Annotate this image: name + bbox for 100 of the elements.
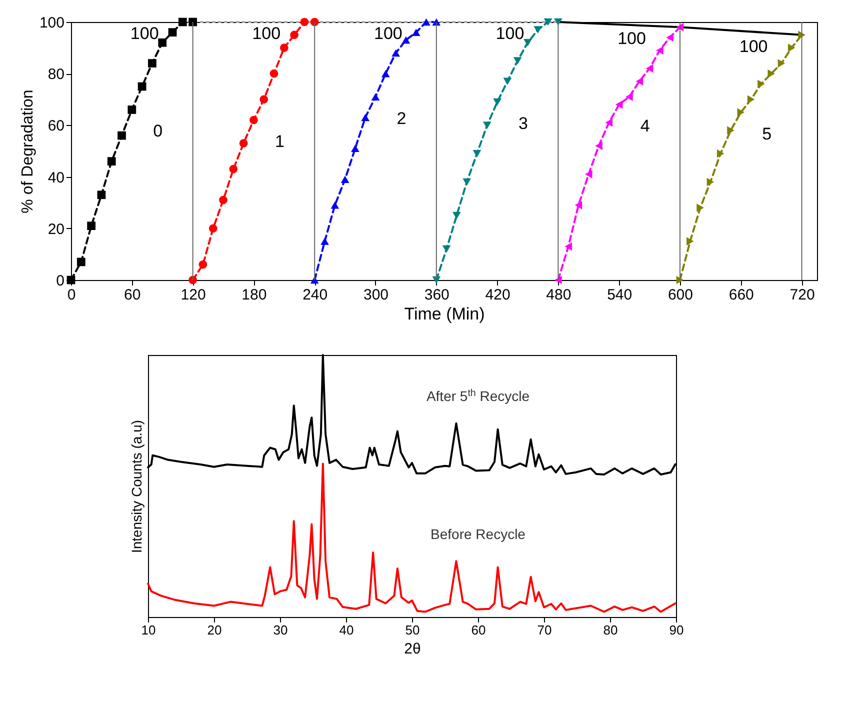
point <box>361 114 370 122</box>
point <box>381 70 390 78</box>
point <box>788 44 796 52</box>
series-label: 4 <box>640 116 650 136</box>
point <box>208 224 218 233</box>
point <box>138 82 146 91</box>
point <box>87 222 96 230</box>
point <box>482 122 492 129</box>
x-tick-label: 420 <box>485 286 510 304</box>
y-tick-label: 0 <box>56 272 64 290</box>
point <box>493 98 502 106</box>
x-tick-label: 120 <box>180 286 206 304</box>
point <box>239 139 248 148</box>
point <box>472 150 482 158</box>
point <box>280 44 288 52</box>
point <box>747 95 755 104</box>
point <box>524 39 532 46</box>
point <box>666 33 674 42</box>
annotation: 100 <box>496 24 524 43</box>
point <box>564 242 572 251</box>
x-tick-label: 50 <box>405 622 420 638</box>
x-tick-label: 360 <box>424 286 450 304</box>
series-label: 5 <box>762 124 772 144</box>
point <box>107 157 116 166</box>
point <box>626 92 633 102</box>
point <box>412 28 420 36</box>
series-label: 3 <box>518 114 528 133</box>
point <box>636 77 644 86</box>
series-label: 0 <box>153 122 163 141</box>
series-label: 2 <box>396 108 406 128</box>
point <box>544 18 552 26</box>
x-tick-label: 60 <box>471 622 486 638</box>
point <box>178 18 187 26</box>
point <box>270 69 278 78</box>
point <box>706 178 714 186</box>
annotation: 100 <box>130 24 159 43</box>
point <box>168 28 177 37</box>
point <box>392 49 400 57</box>
point <box>758 80 765 88</box>
point <box>452 212 461 220</box>
x-axis-title: Time (Min) <box>404 304 485 324</box>
point <box>534 26 542 34</box>
x-axis-title: 2θ <box>404 640 421 658</box>
point <box>128 106 136 114</box>
x-tick-label: 540 <box>607 286 632 304</box>
x-tick-label: 60 <box>124 286 141 304</box>
point <box>148 59 156 68</box>
y-tick-label: 40 <box>48 169 64 186</box>
point <box>188 18 197 26</box>
point <box>646 64 654 73</box>
text: After 5$^{th}$ Recycle <box>426 388 530 404</box>
annotation: 100 <box>739 36 768 56</box>
point <box>198 260 208 269</box>
x-tick-label: 720 <box>790 286 815 304</box>
x-tick-label: 660 <box>728 286 754 304</box>
x-tick-label: 480 <box>546 286 572 304</box>
x-tick-label: 70 <box>537 622 552 638</box>
x-tick-label: 240 <box>302 286 328 304</box>
x-tick-label: 180 <box>242 286 267 304</box>
y-axis-title: Intensity Counts (a.u) <box>128 420 144 554</box>
point <box>158 38 167 47</box>
point <box>574 200 582 210</box>
point <box>290 30 298 40</box>
point <box>229 164 238 174</box>
point <box>66 276 76 284</box>
point <box>442 245 451 253</box>
point <box>188 276 197 284</box>
point <box>260 95 268 104</box>
point <box>686 237 694 246</box>
point <box>727 126 734 135</box>
point <box>615 100 623 109</box>
point <box>320 238 329 245</box>
point <box>737 108 744 116</box>
y-tick-label: 60 <box>48 118 64 135</box>
x-tick-label: 0 <box>67 286 76 304</box>
y-tick-label: 20 <box>48 220 64 238</box>
point <box>503 78 512 85</box>
x-tick-label: 90 <box>669 622 684 638</box>
point <box>696 204 704 212</box>
x-tick-label: 20 <box>207 622 222 638</box>
y-tick-label: 100 <box>39 14 64 32</box>
point <box>513 57 522 64</box>
x-tick-label: 10 <box>141 622 156 638</box>
point <box>462 178 472 186</box>
point <box>716 149 724 158</box>
point <box>554 276 562 284</box>
series-label: 1 <box>274 132 284 152</box>
point <box>778 59 786 68</box>
point <box>351 144 360 152</box>
point <box>585 170 592 178</box>
annotation: 100 <box>618 29 646 48</box>
point <box>371 93 380 100</box>
point <box>595 142 602 150</box>
point <box>330 202 340 209</box>
point <box>656 46 664 55</box>
point <box>768 69 775 78</box>
text: Before Recycle <box>430 526 526 542</box>
annotation: 100 <box>374 24 402 43</box>
x-tick-label: 30 <box>273 622 288 638</box>
point <box>250 116 258 124</box>
